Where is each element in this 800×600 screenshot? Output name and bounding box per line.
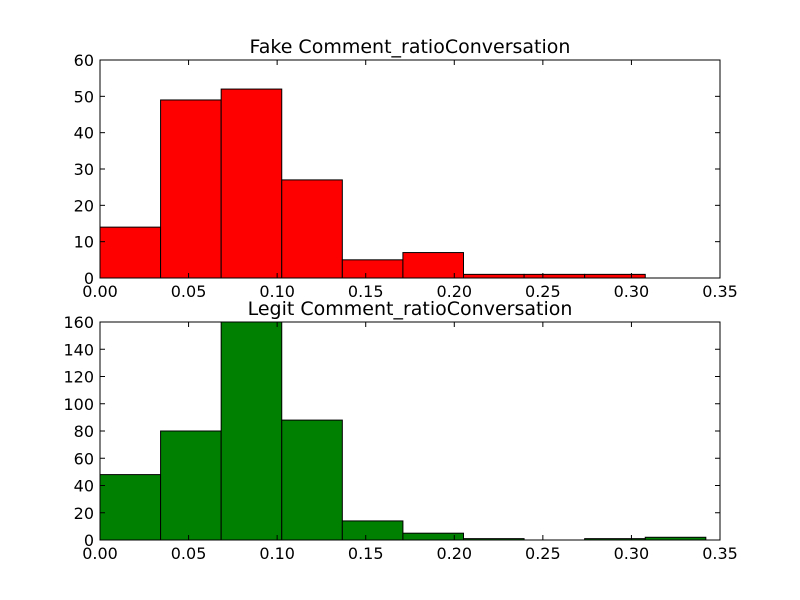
histogram-bar bbox=[341, 259, 404, 279]
y-tick-label: 20 bbox=[74, 504, 94, 523]
y-tick-label: 120 bbox=[63, 368, 94, 387]
histogram-bar bbox=[462, 273, 525, 279]
histogram-bar bbox=[402, 252, 464, 279]
y-tick-label: 0 bbox=[84, 531, 94, 550]
y-tick-label: 40 bbox=[74, 477, 94, 496]
x-tick-label: 0.10 bbox=[259, 544, 295, 563]
legit-histogram: Legit Comment_ratioConversation 0.00 0.05… bbox=[63, 298, 737, 563]
histogram-bar bbox=[160, 430, 222, 541]
x-tick-label: 0.20 bbox=[436, 544, 472, 563]
y-tick-label: 30 bbox=[74, 160, 94, 179]
chart-title: Legit Comment_ratioConversation bbox=[248, 298, 573, 320]
y-tick-label: 60 bbox=[74, 51, 94, 70]
histogram-bar bbox=[220, 321, 283, 541]
chart-title: Fake Comment_ratioConversation bbox=[250, 36, 571, 58]
x-tick-label: 0.15 bbox=[348, 282, 384, 301]
histogram-bar bbox=[99, 226, 162, 279]
histogram-bar bbox=[220, 88, 283, 279]
y-tick-label: 10 bbox=[74, 233, 94, 252]
x-tick-label: 0.15 bbox=[348, 544, 384, 563]
fake-histogram: Fake Comment_ratioConversation 0.00 0.05 0… bbox=[74, 36, 738, 301]
histogram-bar bbox=[281, 179, 343, 279]
bars bbox=[99, 321, 707, 541]
x-tick-label: 0.25 bbox=[525, 282, 561, 301]
x-tick-label: 0.35 bbox=[702, 282, 738, 301]
y-tick-label: 40 bbox=[74, 124, 94, 143]
x-tick-label: 0.25 bbox=[525, 544, 561, 563]
histogram-bar bbox=[523, 273, 586, 279]
x-tick-label: 0.05 bbox=[171, 544, 207, 563]
x-tick-label: 0.00 bbox=[82, 282, 118, 301]
histogram-bar bbox=[160, 99, 222, 279]
x-tick-label: 0.00 bbox=[82, 544, 118, 563]
x-tick-label: 0.35 bbox=[702, 544, 738, 563]
x-tick-label: 0.30 bbox=[614, 282, 650, 301]
x-tick-label: 0.20 bbox=[436, 282, 472, 301]
ticks: 0.00 0.05 0.10 0.15 0.20 0.25 0.30 0.35 0 20 40 60 8… bbox=[63, 313, 737, 563]
y-tick-label: 50 bbox=[74, 87, 94, 106]
histogram-bar bbox=[341, 520, 404, 541]
x-tick-label: 0.05 bbox=[171, 282, 207, 301]
histogram-bar bbox=[99, 474, 162, 541]
y-tick-label: 80 bbox=[74, 422, 94, 441]
x-tick-label: 0.10 bbox=[259, 282, 295, 301]
histogram-bar bbox=[281, 419, 343, 541]
bars bbox=[99, 88, 646, 279]
x-tick-label: 0.30 bbox=[614, 544, 650, 563]
y-tick-label: 20 bbox=[74, 196, 94, 215]
y-tick-label: 100 bbox=[63, 395, 94, 414]
y-tick-label: 0 bbox=[84, 269, 94, 288]
y-tick-label: 140 bbox=[63, 340, 94, 359]
histogram-bar bbox=[584, 273, 646, 279]
y-tick-label: 160 bbox=[63, 313, 94, 332]
y-tick-label: 60 bbox=[74, 449, 94, 468]
ticks: 0.00 0.05 0.10 0.15 0.20 0.25 0.30 0.35 0 10 20 30 4… bbox=[74, 51, 738, 301]
